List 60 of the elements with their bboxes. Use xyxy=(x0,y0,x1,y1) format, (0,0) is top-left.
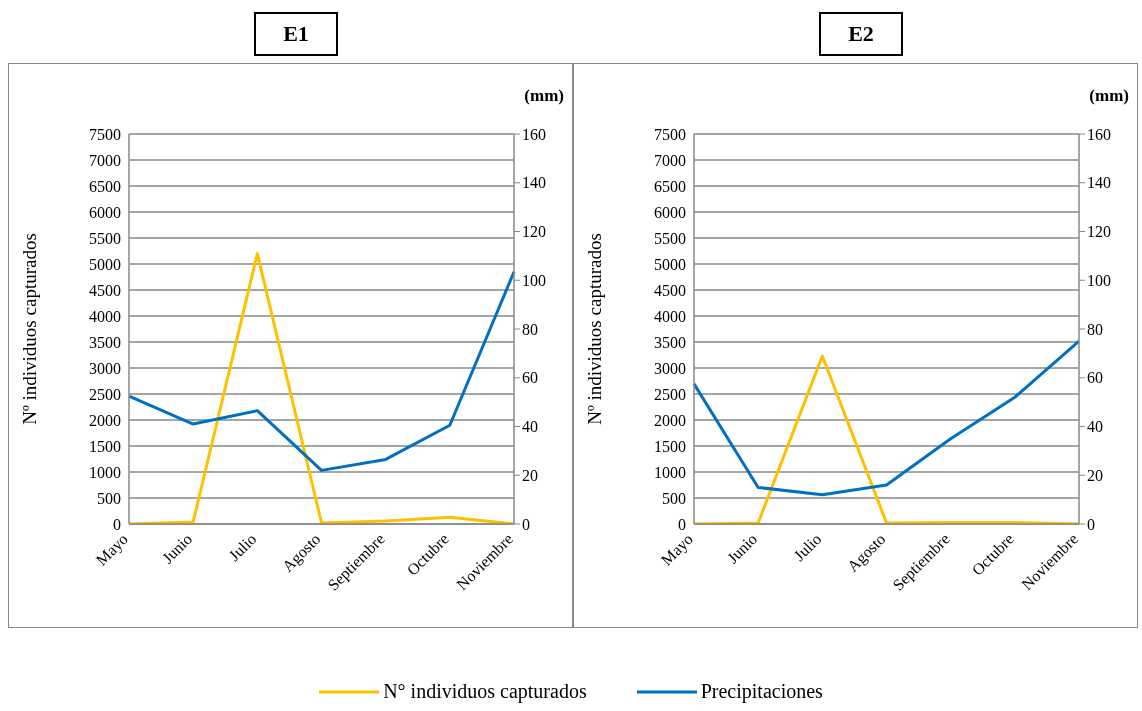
y-tick-label: 1000 xyxy=(89,463,121,481)
x-tick-label: Julio xyxy=(790,530,825,565)
y-tick-label: 0 xyxy=(678,515,686,533)
y2-axis-title: (mm) xyxy=(524,86,564,106)
y2-tick-label: 140 xyxy=(522,174,546,192)
y-tick-label: 6000 xyxy=(89,203,121,221)
legend-label: N° individuos capturados xyxy=(383,680,587,703)
y-tick-label: 3000 xyxy=(89,359,121,377)
y-axis-title: Nº individuos capturados xyxy=(18,233,40,425)
y-tick-label: 5000 xyxy=(654,255,686,273)
y-axis-title: Nº individuos capturados xyxy=(583,233,605,425)
y-tick-label: 3500 xyxy=(89,333,121,351)
y-tick-label: 6500 xyxy=(654,177,686,195)
y-tick-label: 5500 xyxy=(89,229,121,247)
y2-tick-label: 80 xyxy=(1087,320,1103,338)
y-tick-label: 1500 xyxy=(89,437,121,455)
y-tick-label: 2000 xyxy=(89,411,121,429)
y-tick-label: 500 xyxy=(662,489,686,507)
y2-tick-label: 60 xyxy=(522,369,538,387)
y-tick-label: 2500 xyxy=(89,385,121,403)
y-tick-label: 2500 xyxy=(654,385,686,403)
y-tick-label: 1500 xyxy=(654,437,686,455)
y2-tick-label: 80 xyxy=(522,320,538,338)
y2-tick-label: 140 xyxy=(1087,174,1111,192)
y2-tick-label: 0 xyxy=(1087,515,1095,533)
y-tick-label: 7000 xyxy=(89,151,121,169)
y2-tick-label: 160 xyxy=(1087,125,1111,143)
legend-label: Precipitaciones xyxy=(700,680,823,703)
y-tick-label: 6000 xyxy=(654,203,686,221)
y2-tick-label: 40 xyxy=(1087,418,1103,436)
chart-title: E2 xyxy=(819,12,903,56)
y-tick-label: 4500 xyxy=(89,281,121,299)
y-tick-label: 0 xyxy=(113,515,121,533)
y2-tick-label: 60 xyxy=(1087,369,1103,387)
x-tick-label: Julio xyxy=(225,530,260,565)
y-tick-label: 6500 xyxy=(89,177,121,195)
y-tick-label: 4500 xyxy=(654,281,686,299)
y-tick-label: 4000 xyxy=(654,307,686,325)
y-tick-label: 7500 xyxy=(89,125,121,143)
y2-tick-label: 0 xyxy=(522,515,530,533)
y2-tick-label: 40 xyxy=(522,418,538,436)
y2-tick-label: 20 xyxy=(522,466,538,484)
y-tick-label: 2000 xyxy=(654,411,686,429)
y-tick-label: 5000 xyxy=(89,255,121,273)
y2-tick-label: 120 xyxy=(522,223,546,241)
y2-axis-title: (mm) xyxy=(1089,86,1129,106)
y-tick-label: 7500 xyxy=(654,125,686,143)
y-tick-label: 4000 xyxy=(89,307,121,325)
y2-tick-label: 100 xyxy=(522,271,546,289)
y-tick-label: 1000 xyxy=(654,463,686,481)
y2-tick-label: 100 xyxy=(1087,271,1111,289)
y2-tick-label: 20 xyxy=(1087,466,1103,484)
y-tick-label: 5500 xyxy=(654,229,686,247)
y-tick-label: 3500 xyxy=(654,333,686,351)
chart-title: E1 xyxy=(254,12,338,56)
y2-tick-label: 120 xyxy=(1087,223,1111,241)
y-tick-label: 3000 xyxy=(654,359,686,377)
y2-tick-label: 160 xyxy=(522,125,546,143)
y-tick-label: 7000 xyxy=(654,151,686,169)
y-tick-label: 500 xyxy=(97,489,121,507)
